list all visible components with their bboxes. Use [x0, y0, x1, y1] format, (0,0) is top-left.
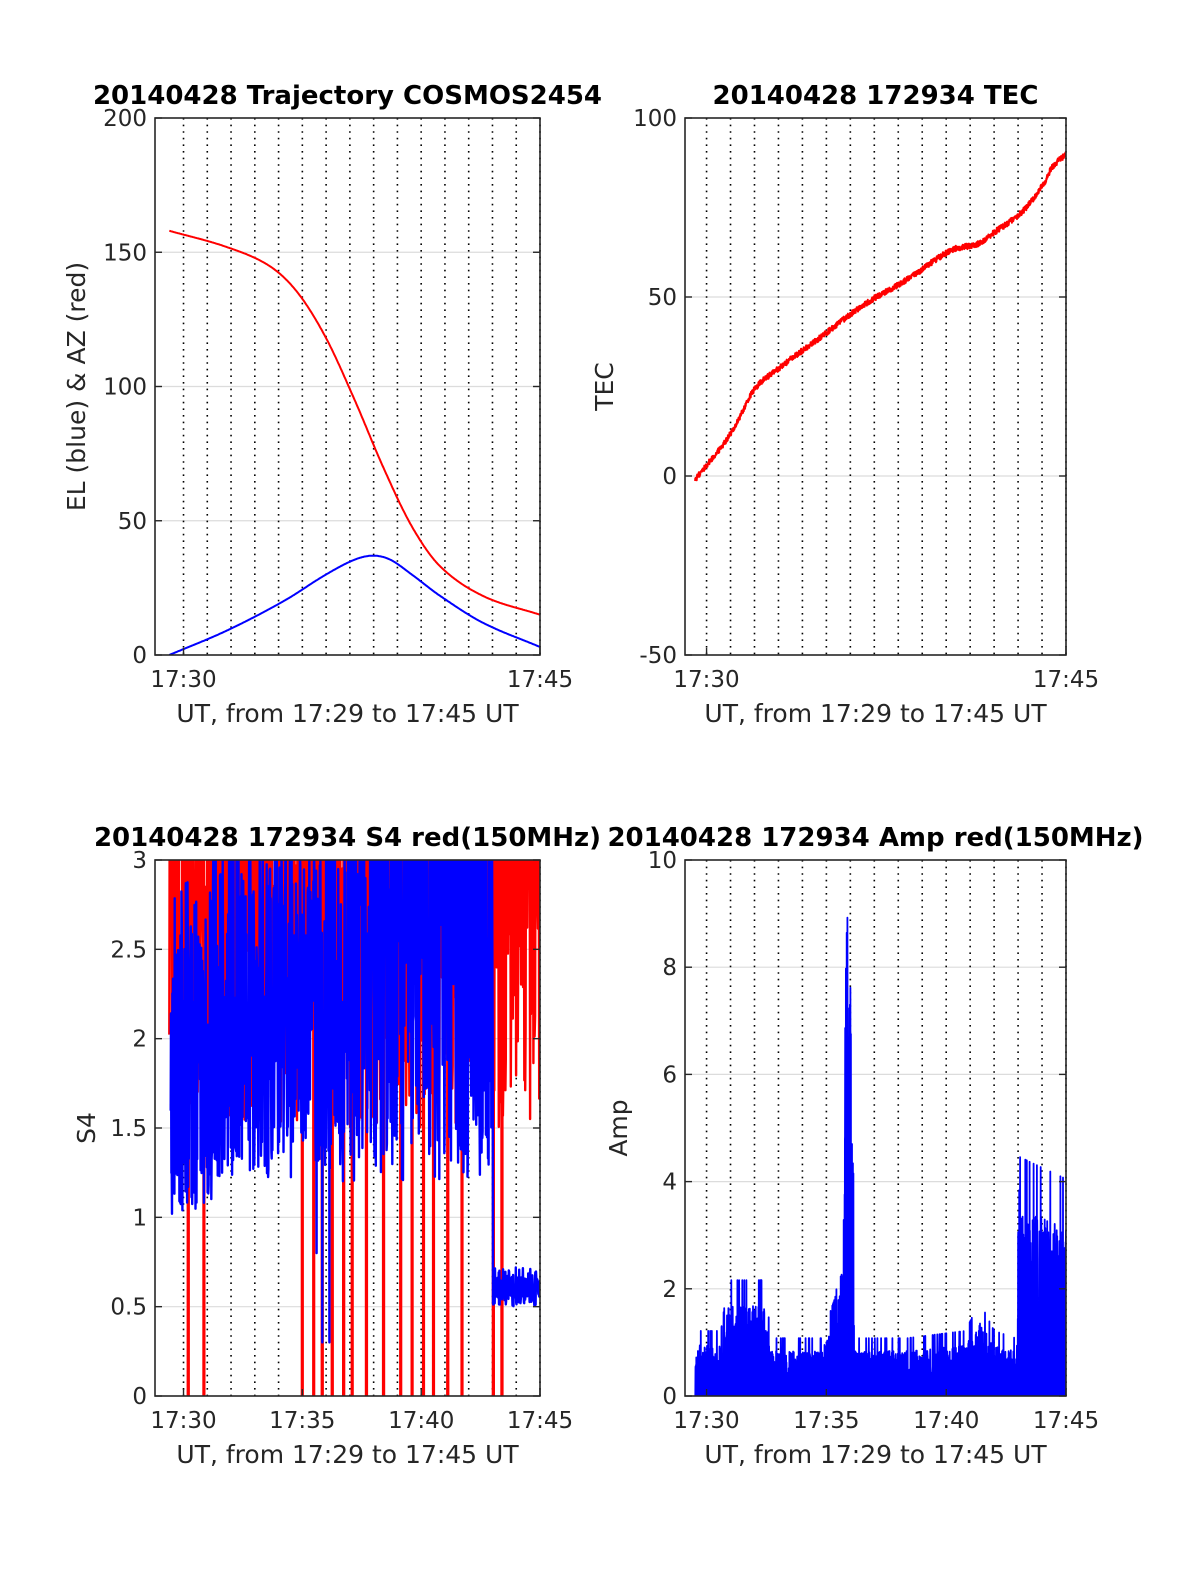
y-axis-label: Amp [604, 1099, 633, 1156]
x-axis-label: UT, from 17:29 to 17:45 UT [176, 1440, 519, 1469]
series-line-tec [694, 151, 1066, 482]
y-tick-label-4: 2 [132, 1027, 147, 1053]
x-tick-label-2: 17:40 [388, 1408, 454, 1434]
axes-box [684, 859, 1067, 1397]
x-axis-label: UT, from 17:29 to 17:45 UT [176, 699, 519, 728]
y-axis-label: S4 [72, 1112, 101, 1144]
x-tick-label-1: 17:45 [507, 667, 573, 693]
chart-title: 20140428 172934 Amp red(150MHz) [607, 823, 1143, 853]
series-line-az [169, 229, 540, 616]
axes-box [684, 117, 1067, 656]
x-axis-label: UT, from 17:29 to 17:45 UT [704, 699, 1047, 728]
x-tick-label-2: 17:40 [913, 1408, 979, 1434]
y-tick-label-0: 0 [132, 643, 147, 669]
y-tick-label-1: 50 [118, 509, 147, 535]
y-tick-label-0: 0 [662, 1384, 677, 1410]
y-tick-label-5: 10 [648, 848, 677, 874]
y-tick-label-2: 1 [132, 1205, 147, 1231]
y-axis-label: TEC [590, 362, 619, 412]
y-tick-label-4: 200 [103, 106, 147, 132]
y-axis-label: EL (blue) & AZ (red) [62, 262, 91, 511]
y-tick-label-2: 100 [103, 375, 147, 401]
series-line-amp [694, 916, 1066, 1396]
y-tick-label-3: 6 [662, 1062, 677, 1088]
y-tick-label-5: 2.5 [110, 937, 147, 963]
x-tick-label-0: 17:30 [673, 667, 739, 693]
series-group [168, 860, 540, 1396]
y-tick-label-1: 0 [662, 464, 677, 490]
series-line-s4-blue [169, 860, 540, 1344]
y-tick-label-1: 0.5 [110, 1295, 147, 1321]
y-tick-label-0: 0 [132, 1384, 147, 1410]
x-axis-label: UT, from 17:29 to 17:45 UT [704, 1440, 1047, 1469]
x-tick-label-0: 17:30 [150, 667, 216, 693]
y-tick-label-0: -50 [639, 643, 677, 669]
x-tick-label-3: 17:45 [1033, 1408, 1099, 1434]
series-group [694, 151, 1066, 482]
chart-title: 20140428 172934 TEC [713, 81, 1039, 111]
y-tick-label-3: 1.5 [110, 1116, 147, 1142]
y-tick-label-1: 2 [662, 1277, 677, 1303]
x-tick-label-0: 17:30 [150, 1408, 216, 1434]
y-tick-label-4: 8 [662, 955, 677, 981]
panel-trajectory: 0 50 100 150 200 17:30 17:45 20140428 Trajector… [62, 81, 602, 728]
panel-tec: -50 0 50 100 17:30 17:45 20140428 172934 TEC UT… [590, 81, 1099, 728]
y-tick-label-2: 50 [648, 285, 677, 311]
x-tick-label-1: 17:35 [269, 1408, 335, 1434]
series-line-el [168, 554, 540, 655]
panel-amp: 0 2 4 6 8 10 17:30 17:35 17:40 17:45 20140428 1729… [604, 823, 1144, 1469]
y-tick-label-6: 3 [132, 848, 147, 874]
panel-s4: 0 0.5 1 1.5 2 2.5 3 17:30 17:35 17:40 17:45 2014042… [72, 823, 601, 1469]
x-tick-label-1: 17:35 [793, 1408, 859, 1434]
series-group [694, 916, 1066, 1396]
y-tick-label-3: 150 [103, 240, 147, 266]
y-tick-label-3: 100 [633, 106, 677, 132]
series-group [168, 229, 540, 655]
x-tick-label-1: 17:45 [1033, 667, 1099, 693]
chart-title: 20140428 Trajectory COSMOS2454 [93, 81, 602, 111]
x-tick-label-3: 17:45 [507, 1408, 573, 1434]
x-tick-label-0: 17:30 [673, 1408, 739, 1434]
y-tick-label-2: 4 [662, 1170, 677, 1196]
chart-title: 20140428 172934 S4 red(150MHz) [94, 823, 601, 853]
